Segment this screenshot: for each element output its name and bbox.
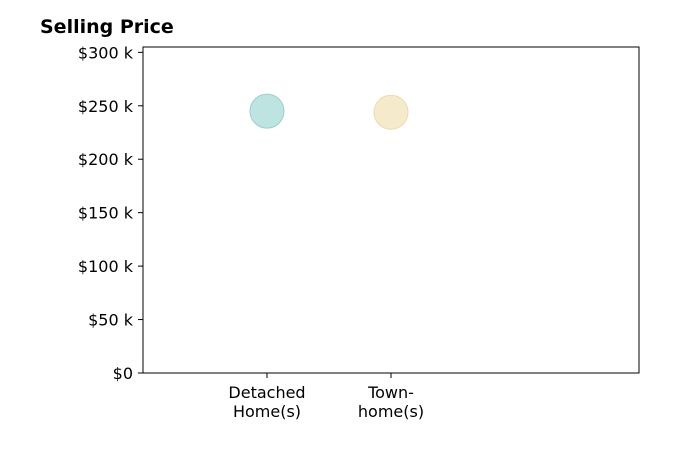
y-tick-label: $250 k <box>78 97 134 116</box>
y-tick-label: $300 k <box>78 43 134 62</box>
data-point <box>249 93 285 129</box>
y-tick-label: $200 k <box>78 150 134 169</box>
y-tick-label: $150 k <box>78 204 134 223</box>
x-tick-label: home(s) <box>358 402 424 421</box>
chart-title: Selling Price <box>40 16 174 38</box>
y-tick-label: $50 k <box>88 311 134 330</box>
x-tick-label: Town- <box>367 383 414 402</box>
x-tick-label: Detached <box>228 383 305 402</box>
data-point <box>373 94 409 130</box>
plot-area: $0 $50 k $100 k $150 k $200 k $250 k $300 k Det… <box>78 43 640 421</box>
y-tick-label: $100 k <box>78 257 134 276</box>
x-tick-label: Home(s) <box>233 402 301 421</box>
y-tick-label: $0 <box>113 364 133 383</box>
